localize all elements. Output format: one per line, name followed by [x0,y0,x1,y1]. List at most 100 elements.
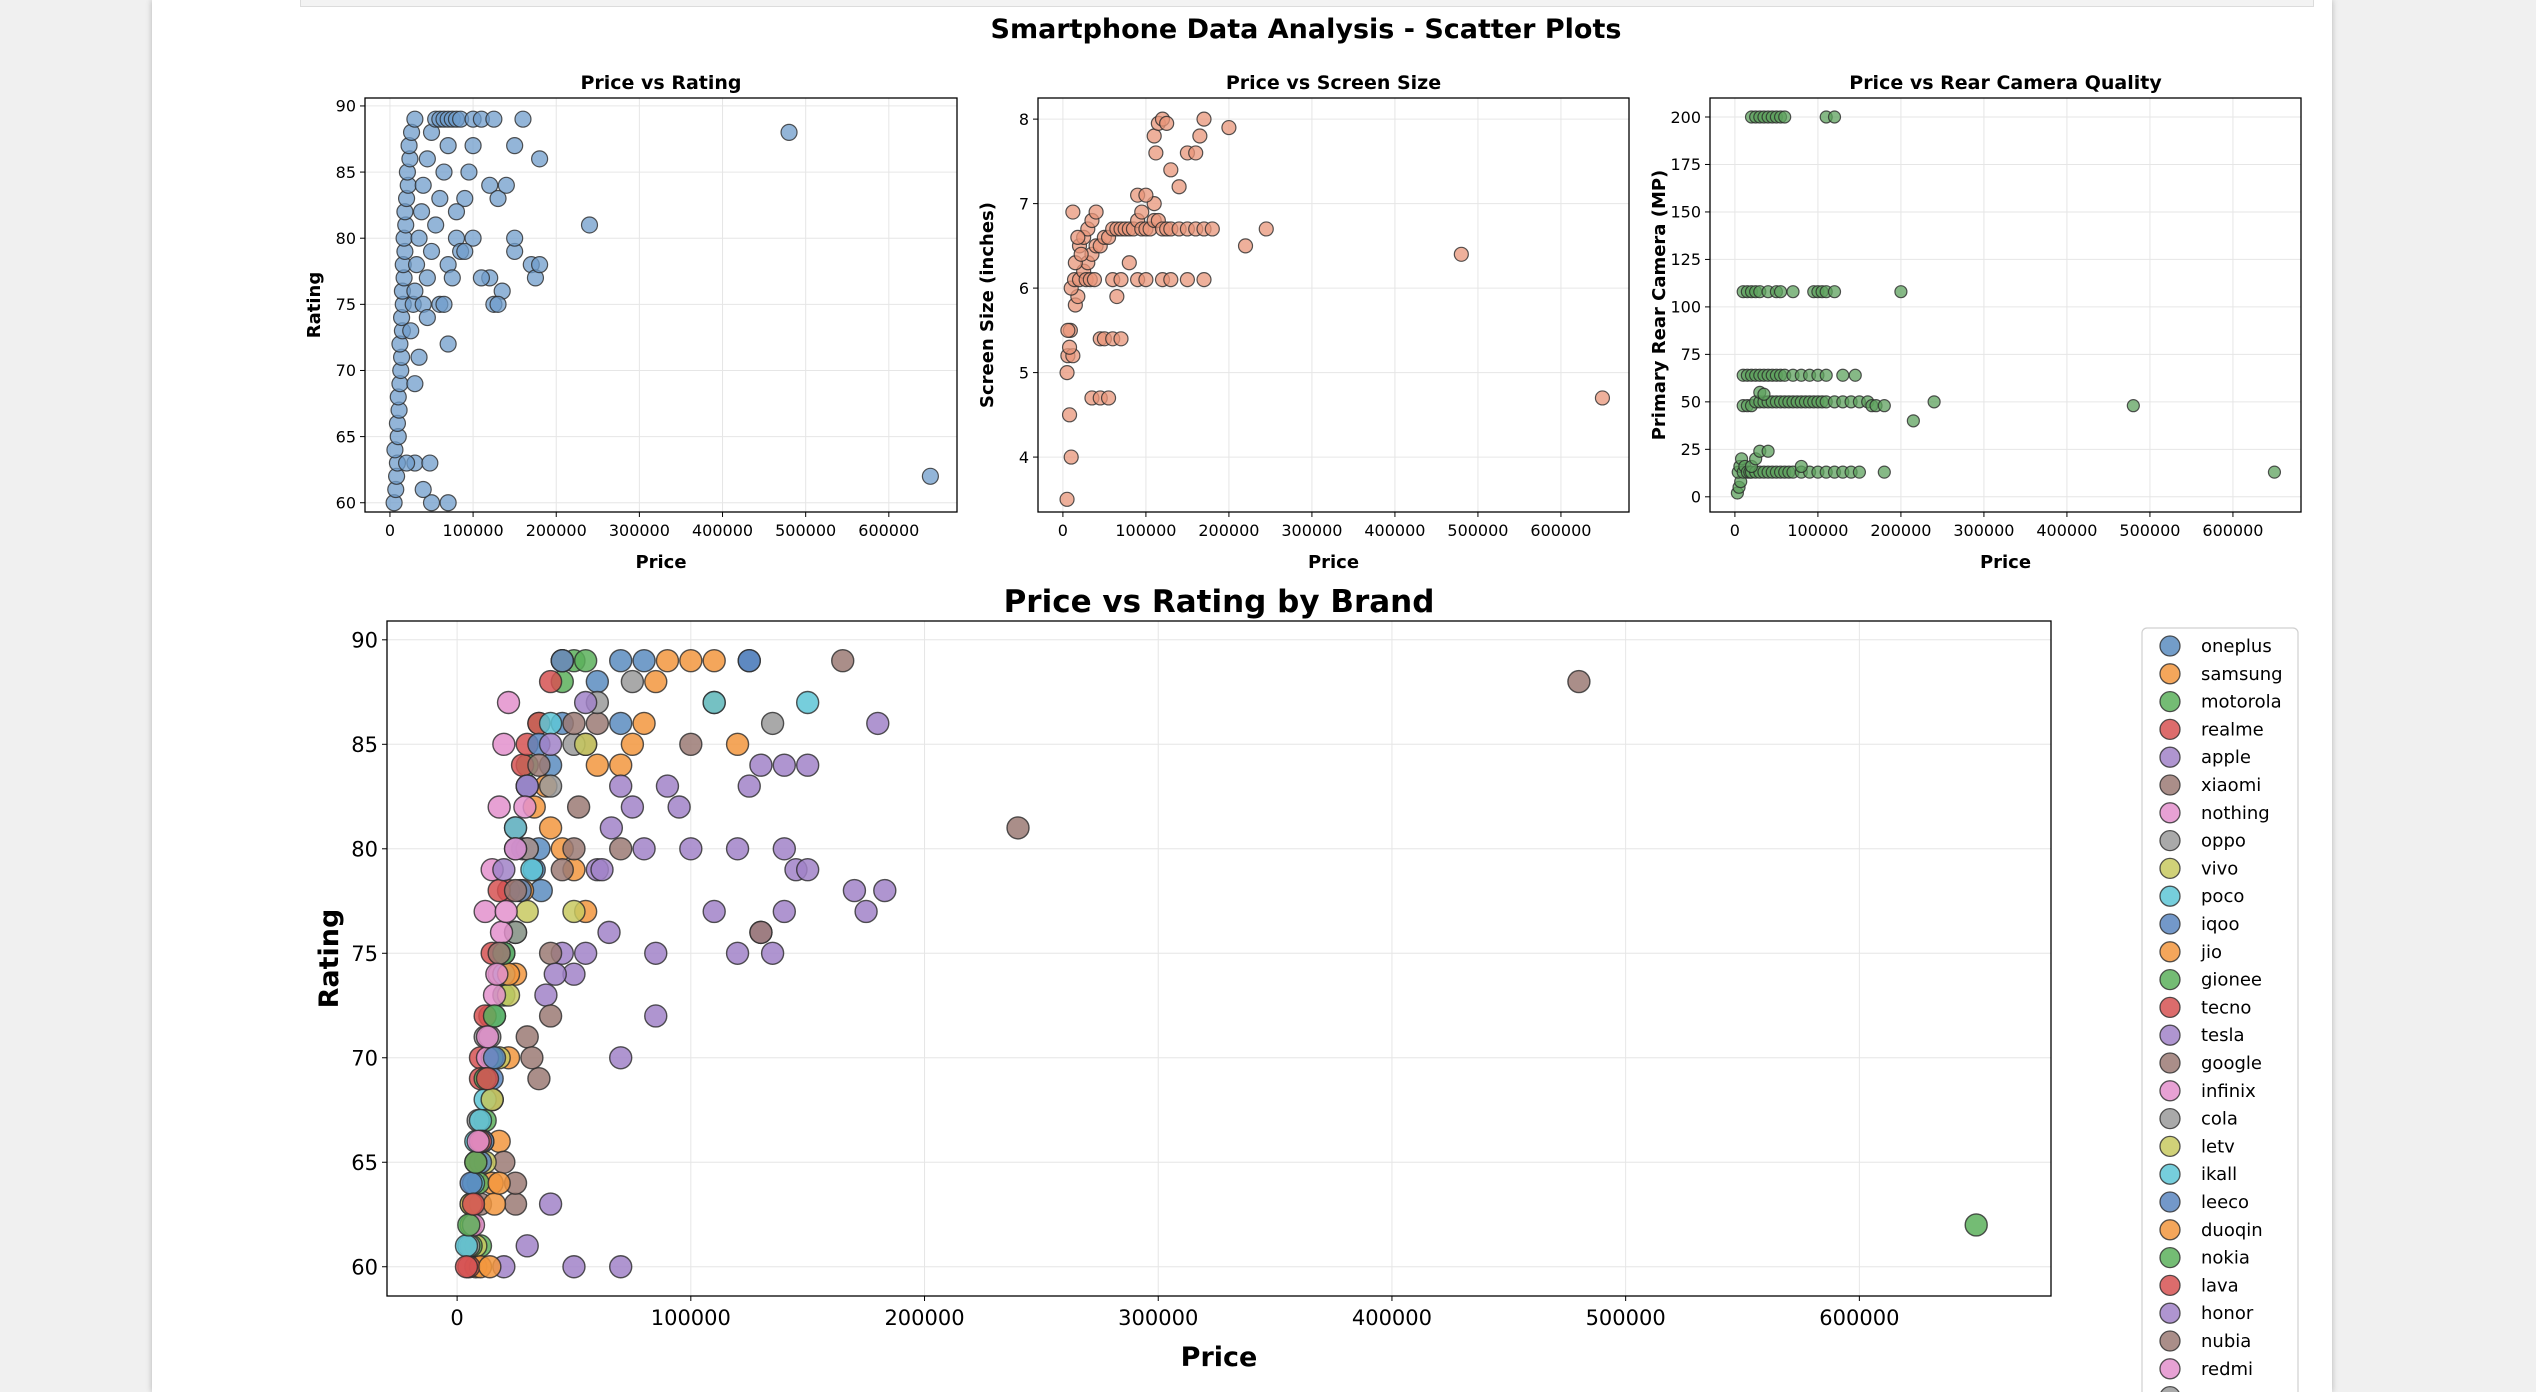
data-point-apple [866,711,890,736]
data-point [435,163,453,181]
data-point [489,295,507,313]
data-point-motorola [1964,1213,1988,1237]
data-point [481,176,499,194]
x-axis-label: Price [1980,552,2031,573]
legend-marker [2159,1052,2181,1074]
x-tick-label: 600000 [858,521,919,540]
data-point-samsung [679,649,703,673]
legend-label: nokia [2201,1248,2250,1269]
data-point [410,348,428,366]
data-point-apple [609,1255,633,1279]
x-tick-label: 300000 [609,521,670,540]
data-point-poco [520,857,544,882]
legend-label: tesla [2201,1025,2245,1046]
legend-item: oppo [2159,829,2246,852]
data-point [439,137,457,155]
data-point [531,150,549,168]
legend-marker [2159,774,2181,796]
data-point-poco [702,690,726,715]
legend-label: leeco [2201,1192,2249,1213]
data-point [1059,491,1075,507]
legend-marker [2159,1107,2181,1130]
y-tick-label: 8 [1019,110,1029,129]
x-tick-label: 0 [1730,521,1740,540]
legend-item: google [2159,1052,2262,1074]
data-point-redmi [466,1129,490,1154]
data-point-lava [454,1255,479,1279]
x-tick-label: 100000 [1115,521,1176,540]
data-point [464,137,482,155]
data-point [406,110,424,128]
x-tick-label: 400000 [1352,1306,1432,1330]
data-point [439,335,457,353]
data-point [1138,272,1154,288]
y-tick-label: 85 [336,163,356,182]
data-point [1894,285,1908,299]
data-point-leeco [482,1046,507,1070]
grid [365,98,957,512]
legend-marker [2159,1219,2181,1241]
x-tick-label: 500000 [775,521,836,540]
data-point-oppo [760,711,785,736]
data-point [1109,288,1125,305]
legend-item: oneplus [2159,635,2272,657]
legend-item: tecno [2159,996,2251,1018]
y-axis-label: Primary Rear Camera (MP) [1649,170,1670,441]
data-point-tesla [534,983,558,1007]
legend-label: infinix [2201,1081,2256,1102]
x-tick-label: 100000 [443,521,504,540]
data-point-motorola [573,649,598,673]
data-point [506,229,524,247]
data-point-jio [482,1192,507,1216]
data-point-samsung [620,732,645,756]
legend-item: poco [2159,885,2244,907]
x-tick-label: 600000 [1530,521,1591,540]
legend-item: duoqin [2159,1219,2263,1241]
legend-item: infinix [2159,1080,2256,1102]
data-point-vivo [573,732,598,756]
data-point [435,295,453,313]
data-point [1773,285,1788,299]
x-tick-label: 200000 [1198,521,1259,540]
legend-label: cola [2201,1109,2238,1130]
legend-marker [2159,1246,2181,1269]
data-point-ikall [454,1234,479,1258]
data-point-apple [772,753,797,777]
data-point-redmi [475,1025,500,1049]
chart-1: 0 100000 200000 300000 400000 500000 600000 60 6… [304,72,958,573]
data-point [1100,390,1117,406]
points [1730,110,2282,500]
legend-item [2160,1385,2180,1392]
grid [1710,98,2301,512]
data-point-poco [503,816,528,840]
data-point-letv [480,1087,504,1112]
y-tick-label: 75 [1681,345,1701,364]
data-point-apple [842,878,867,903]
legend-label: redmi [2201,1359,2253,1380]
legend-item: honor [2159,1302,2254,1324]
data-point-iqoo [550,649,574,673]
legend-item: realme [2159,718,2264,740]
legend-label: nothing [2201,803,2270,824]
data-point [1927,395,1941,409]
x-tick-label: 400000 [1364,521,1425,540]
legend-marker [2159,663,2181,685]
data-point-apple [737,774,761,798]
legend-item: samsung [2159,663,2283,685]
legend-label: letv [2201,1136,2235,1157]
data-point-poco [795,690,820,715]
data-point [1906,414,1920,428]
data-point [1121,255,1137,271]
data-point-apple [795,753,820,777]
data-point [1757,387,1771,401]
axes-frame [1709,97,2302,513]
data-point [460,163,478,181]
data-point-apple [597,920,621,945]
data-point-google [566,795,591,819]
data-point-nubia [503,878,528,903]
data-point [1819,368,1833,382]
legend: oneplus samsung motorola realme apple xiaomi n… [2141,627,2299,1392]
data-point-redmi [494,899,518,924]
data-point-redmi [485,962,509,986]
data-point-oneplus [585,669,610,694]
